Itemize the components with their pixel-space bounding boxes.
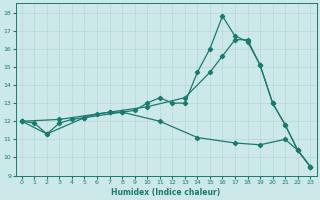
X-axis label: Humidex (Indice chaleur): Humidex (Indice chaleur)	[111, 188, 221, 197]
